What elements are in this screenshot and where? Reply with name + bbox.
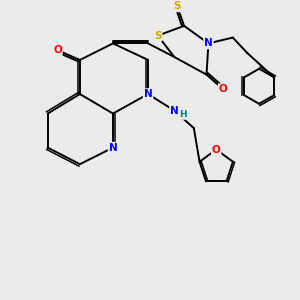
Text: N: N	[170, 106, 179, 116]
Text: H: H	[179, 110, 187, 119]
Text: O: O	[212, 145, 220, 154]
Text: S: S	[173, 2, 181, 11]
Text: N: N	[144, 89, 152, 99]
Text: H: H	[152, 33, 160, 42]
Text: O: O	[219, 84, 227, 94]
Text: N: N	[109, 142, 117, 153]
Text: O: O	[53, 45, 62, 55]
Text: S: S	[154, 31, 161, 40]
Text: N: N	[204, 38, 213, 48]
